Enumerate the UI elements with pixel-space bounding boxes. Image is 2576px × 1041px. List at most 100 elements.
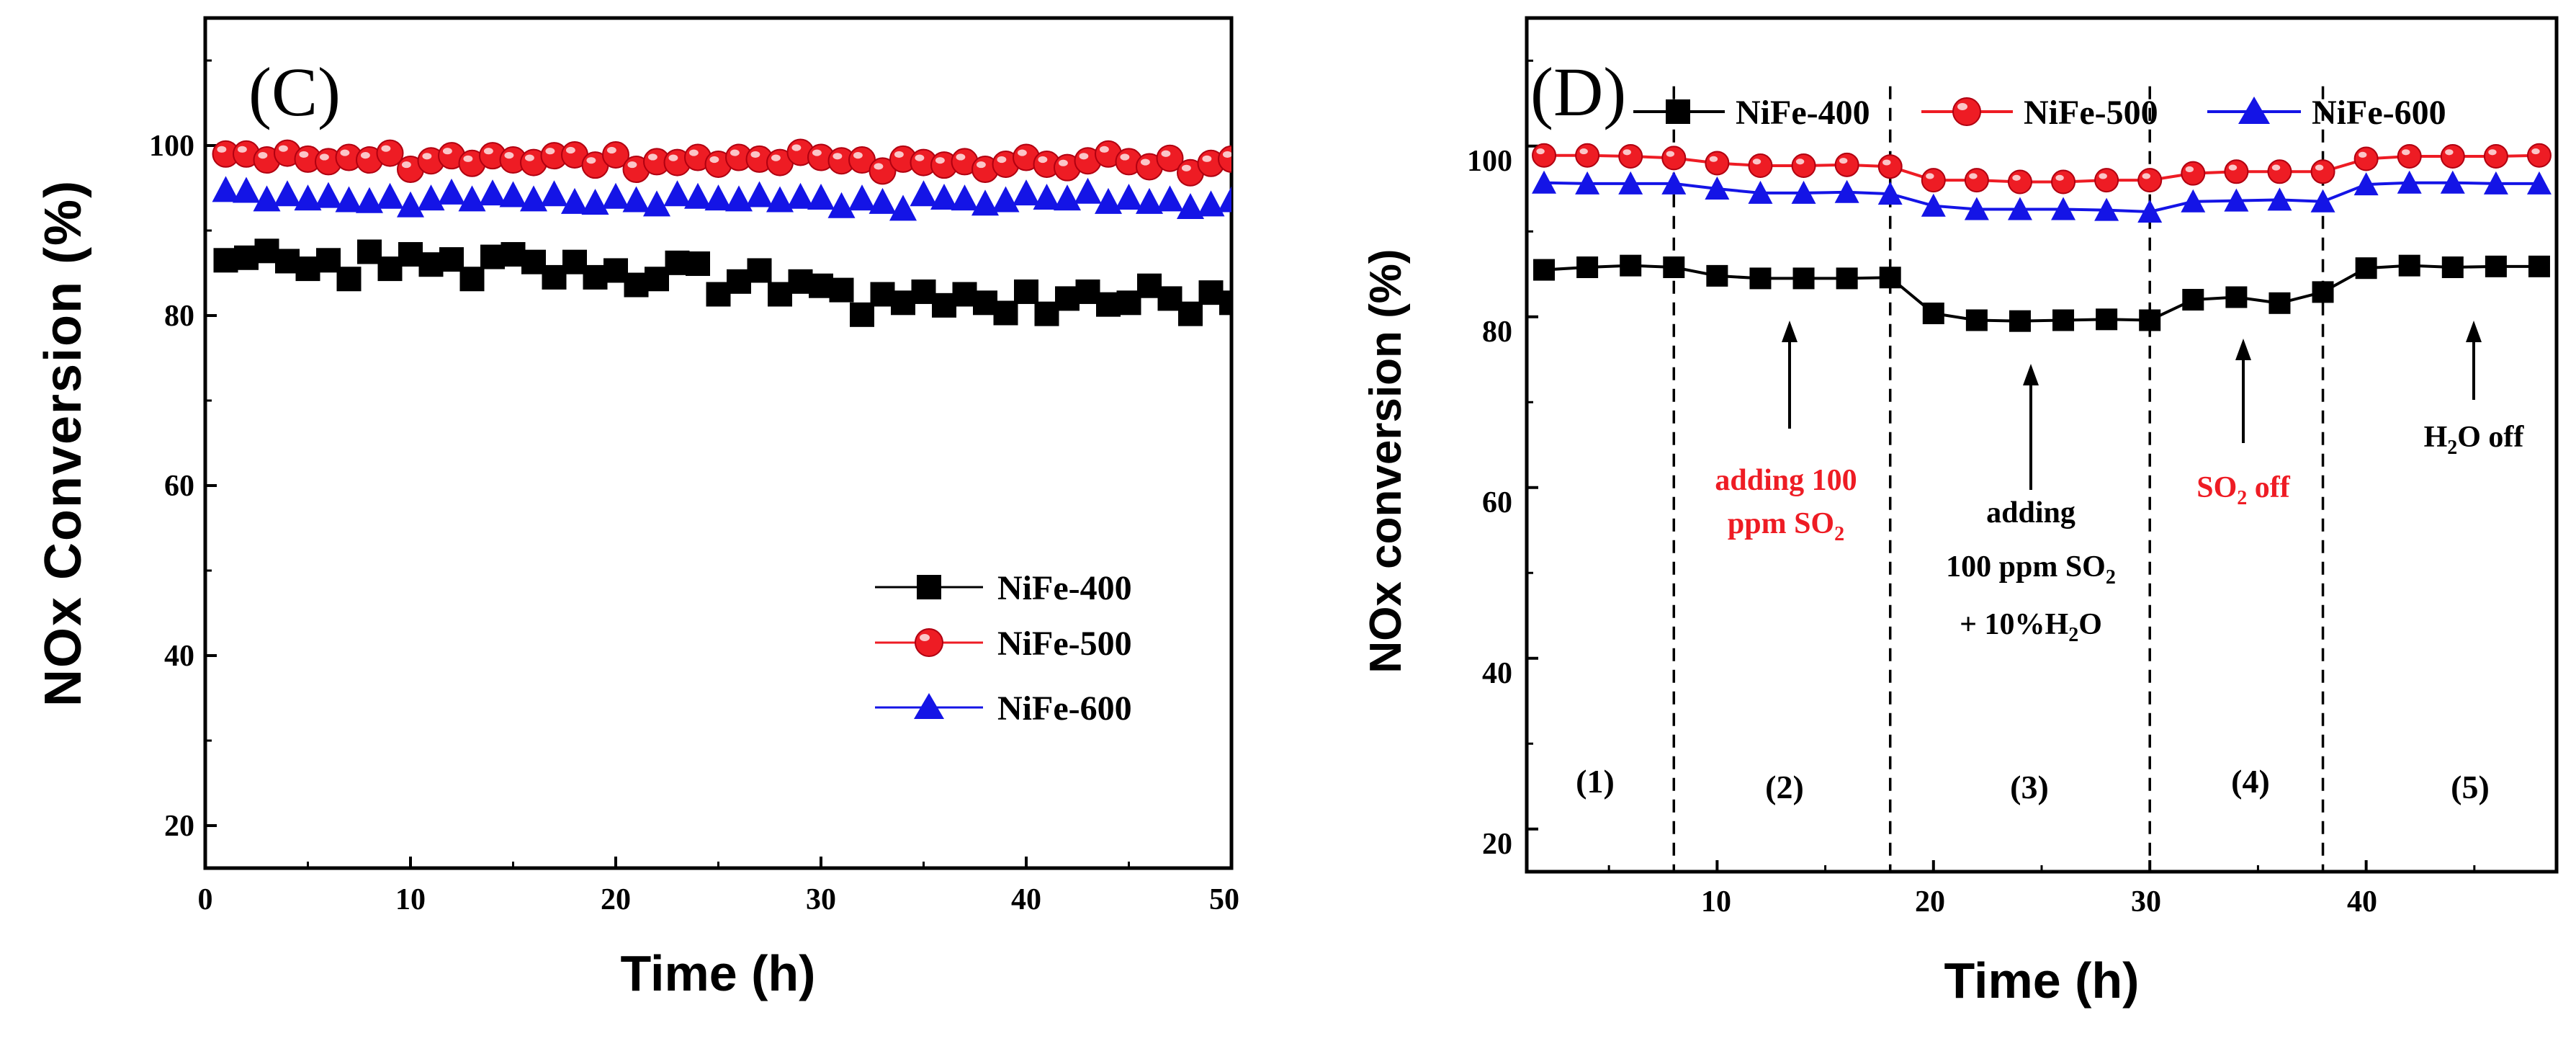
data-point-nife-400 (768, 282, 792, 307)
data-point-highlight (1202, 155, 1212, 162)
data-point-nife-600 (479, 179, 506, 206)
panel-d-arrows (1782, 321, 2482, 490)
data-point-nife-600 (807, 183, 835, 210)
panel-d-annotation-stage-3-so: 100 ppm SO (1946, 550, 2106, 584)
panel-d-arrowhead-stage-5 (2466, 321, 2482, 342)
data-point-nife-400 (829, 277, 854, 303)
data-point-nife-600 (2483, 171, 2508, 195)
data-point-highlight (1058, 159, 1068, 166)
data-point-nife-500 (2094, 168, 2119, 193)
data-point-nife-600 (971, 189, 999, 216)
data-point-highlight (1161, 150, 1171, 157)
data-point-nife-500 (1661, 146, 1687, 171)
panel-c-y-tick-100: 100 (149, 130, 194, 163)
panel-d-stage-4: (4) (2231, 763, 2270, 800)
data-point-nife-400 (439, 247, 464, 272)
data-point-highlight (1752, 158, 1762, 165)
data-point-highlight (2142, 173, 2150, 179)
data-point-nife-400 (993, 300, 1018, 326)
data-point-nife-600 (889, 195, 917, 221)
data-point-nife-400 (2485, 255, 2507, 277)
data-point-nife-600 (397, 191, 424, 218)
data-point-nife-600 (2094, 197, 2119, 221)
data-point-nife-600 (1877, 182, 1903, 205)
data-point-nife-400 (645, 267, 669, 292)
data-point-highlight (853, 152, 863, 159)
data-point-nife-400 (706, 282, 731, 307)
data-point-highlight (217, 146, 227, 153)
panel-d-annotation-stage-3-line-3: + 10%H2O (1960, 608, 2102, 646)
data-point-highlight (319, 153, 329, 161)
panel-d-series-nife-600 (1532, 170, 2552, 223)
data-point-highlight (545, 148, 555, 155)
panel-d-annotation-stage-3-sub: 2 (2106, 566, 2116, 589)
data-point-highlight (1120, 153, 1130, 161)
data-point-nife-400 (521, 249, 546, 274)
data-point-highlight (1579, 148, 1588, 155)
panel-d-legend-label-nife-600: NiFe-600 (2312, 94, 2446, 132)
data-point-nife-600 (1705, 177, 1730, 200)
data-point-highlight (935, 157, 945, 164)
data-point-nife-400 (624, 272, 649, 298)
data-point-highlight (258, 152, 268, 159)
data-point-nife-600 (848, 184, 876, 211)
data-point-highlight (504, 152, 514, 159)
panel-c-x-axis-title: Time (h) (621, 945, 816, 1001)
data-point-nife-400 (357, 239, 382, 264)
data-point-highlight (2402, 149, 2410, 156)
panel-c-legend-marker-nife-600 (914, 693, 944, 719)
panel-c-chart: (C) 0 10 20 30 40 50 20 40 60 80 100 Tim… (35, 16, 1239, 1001)
panel-c-y-tick-60: 60 (164, 470, 194, 503)
panel-c-x-tick-0: 0 (198, 883, 213, 916)
panel-c-legend-label-nife-400: NiFe-400 (997, 569, 1132, 607)
panel-d-series-nife-400 (1533, 254, 2550, 332)
data-point-nife-400 (501, 242, 526, 267)
data-point-highlight (997, 156, 1007, 164)
data-point-nife-400 (1034, 301, 1059, 326)
data-point-nife-500 (2526, 143, 2552, 168)
data-point-nife-600 (1532, 170, 1557, 194)
data-point-nife-600 (1054, 184, 1081, 211)
data-point-nife-400 (1137, 273, 1162, 298)
data-point-nife-600 (2397, 170, 2422, 194)
data-point-nife-500 (2353, 146, 2379, 171)
data-point-nife-400 (1198, 280, 1224, 305)
data-point-nife-600 (2440, 170, 2465, 194)
data-point-highlight (730, 149, 740, 156)
data-point-nife-600 (2526, 171, 2552, 195)
data-point-nife-400 (891, 290, 915, 316)
data-point-nife-600 (561, 187, 588, 214)
data-point-nife-600 (1748, 180, 1773, 204)
data-point-nife-400 (1219, 290, 1231, 316)
data-point-highlight (1140, 158, 1150, 166)
data-point-nife-600 (2267, 187, 2292, 211)
panel-d-annotations: adding 100 ppm SO2 adding 100 ppm SO2 + … (1715, 421, 2524, 646)
data-point-nife-400 (809, 273, 833, 298)
data-point-nife-600 (745, 181, 773, 207)
data-point-nife-400 (1965, 309, 1988, 331)
data-point-nife-400 (336, 267, 362, 292)
data-point-nife-400 (1879, 267, 1901, 289)
panel-c-legend-label-nife-600: NiFe-600 (997, 689, 1132, 728)
data-point-nife-400 (788, 269, 813, 294)
panel-d-legend-marker-highlight-nife-500 (1957, 103, 1967, 110)
panel-d-annotation-stage-4-so: SO (2196, 471, 2237, 504)
panel-d-legend-marker-nife-400 (1666, 99, 1690, 124)
panel-d-stage-5: (5) (2451, 769, 2490, 805)
data-point-highlight (627, 161, 637, 169)
data-point-nife-400 (1055, 286, 1080, 311)
panel-d-label: (D) (1530, 53, 1626, 130)
data-point-nife-400 (727, 269, 751, 294)
panel-c-x-tick-40: 40 (1011, 883, 1041, 916)
data-point-nife-400 (911, 279, 936, 304)
data-point-nife-600 (1218, 186, 1231, 213)
data-point-nife-600 (376, 182, 404, 209)
data-point-highlight (647, 153, 658, 161)
data-point-highlight (360, 152, 370, 159)
data-point-highlight (2055, 174, 2064, 181)
data-point-nife-500 (1532, 143, 1557, 168)
data-point-nife-400 (418, 252, 444, 277)
data-point-nife-600 (356, 187, 383, 213)
panel-d-annotation-stage-3-line-2: 100 ppm SO2 (1946, 550, 2116, 589)
panel-d-annotation-stage-3-line-1: adding (1986, 496, 2075, 530)
